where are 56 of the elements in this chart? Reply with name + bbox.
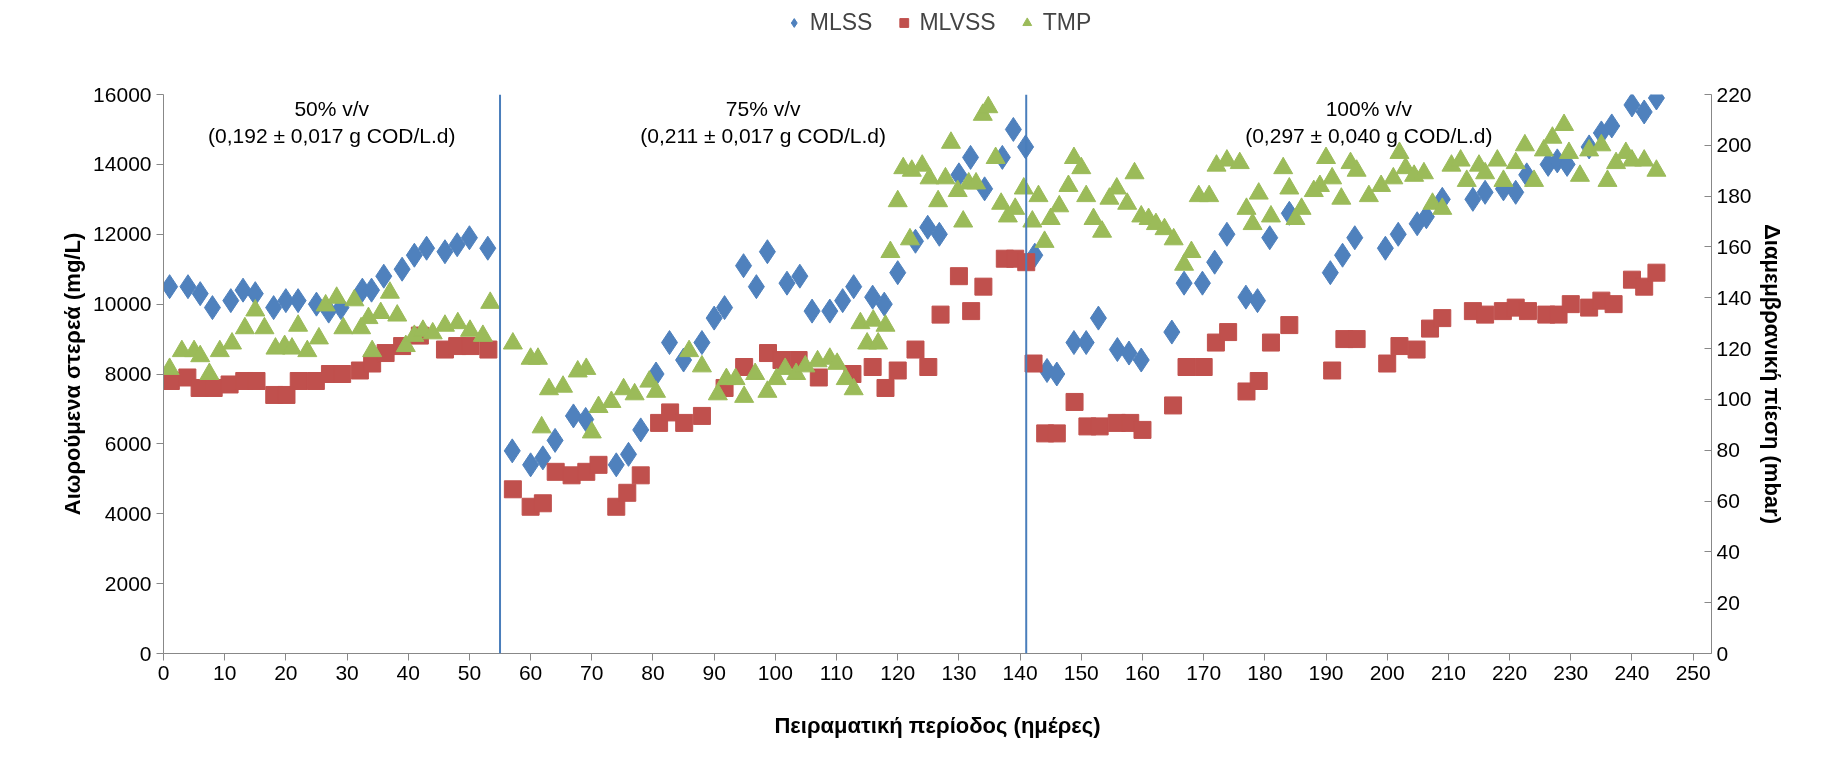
x-tick-label: 110 (819, 660, 854, 684)
x-axis-title: Πειραματική περίοδος (ημέρες) (774, 712, 1101, 738)
x-tick-label: 230 (1553, 660, 1589, 684)
y2-tick-label: 140 (1716, 285, 1752, 309)
x-tick-label: 0 (157, 660, 170, 684)
y2-tick-label: 160 (1716, 234, 1752, 258)
y2-axis-title: Διαμεμβρανική πίεση (mbar) (1759, 224, 1785, 525)
y-tick-label: 14000 (93, 152, 152, 176)
x-tick-label: 90 (702, 660, 726, 684)
y2-tick-label: 60 (1716, 489, 1740, 513)
y-tick-label: 0 (139, 641, 152, 665)
annotation: 50% v/v (0,192 ± 0,017 g COD/L.d) (208, 96, 456, 148)
y-axis-title: Αιωρούμενα στερεά (mg/L) (60, 232, 86, 516)
x-tick-label: 100 (757, 660, 793, 684)
annotation: 100% v/v (0,297 ± 0,040 g COD/L.d) (1245, 96, 1493, 148)
x-tick-label: 130 (941, 660, 977, 684)
x-tick-label: 190 (1308, 660, 1344, 684)
x-tick-label: 80 (641, 660, 665, 684)
annotation: 75% v/v (0,211 ± 0,017 g COD/L.d) (640, 96, 886, 148)
x-tick-label: 250 (1675, 660, 1711, 684)
x-tick-label: 60 (518, 660, 543, 684)
y2-tick-label: 200 (1716, 133, 1752, 157)
legend-label: MLVSS (919, 8, 996, 36)
x-tick-label: 20 (274, 660, 298, 684)
x-tick-label: 200 (1369, 660, 1405, 684)
x-tick-label: 210 (1430, 660, 1466, 684)
x-tick-label: 40 (396, 660, 420, 684)
x-tick-label: 140 (1002, 660, 1038, 684)
legend-label: MLSS (809, 8, 873, 36)
x-tick-label: 30 (335, 660, 359, 684)
x-tick-label: 150 (1063, 660, 1099, 684)
y2-tick-label: 180 (1716, 184, 1752, 208)
legend-label: TMP (1042, 8, 1092, 36)
x-tick-label: 10 (213, 660, 237, 684)
y2-tick-label: 120 (1716, 336, 1752, 360)
x-tick-label: 180 (1247, 660, 1283, 684)
y-tick-label: 12000 (93, 222, 152, 246)
x-tick-label: 70 (580, 660, 604, 684)
y2-tick-label: 20 (1716, 590, 1740, 614)
y-tick-label: 2000 (104, 571, 152, 595)
x-tick-label: 170 (1186, 660, 1222, 684)
x-tick-label: 160 (1124, 660, 1160, 684)
y2-tick-label: 220 (1716, 82, 1752, 106)
y2-tick-label: 80 (1716, 438, 1740, 462)
y2-tick-label: 40 (1716, 539, 1740, 563)
y-tick-label: 10000 (93, 292, 152, 316)
y-tick-label: 8000 (104, 362, 152, 385)
y2-tick-label: 100 (1716, 387, 1752, 411)
x-tick-label: 240 (1614, 660, 1650, 684)
x-tick-label: 220 (1492, 660, 1528, 684)
y2-tick-label: 0 (1716, 641, 1729, 665)
x-tick-label: 120 (880, 660, 916, 684)
y-tick-label: 4000 (104, 501, 152, 525)
y-tick-label: 6000 (104, 431, 152, 455)
x-tick-label: 50 (457, 660, 482, 684)
y-tick-label: 16000 (93, 82, 152, 106)
